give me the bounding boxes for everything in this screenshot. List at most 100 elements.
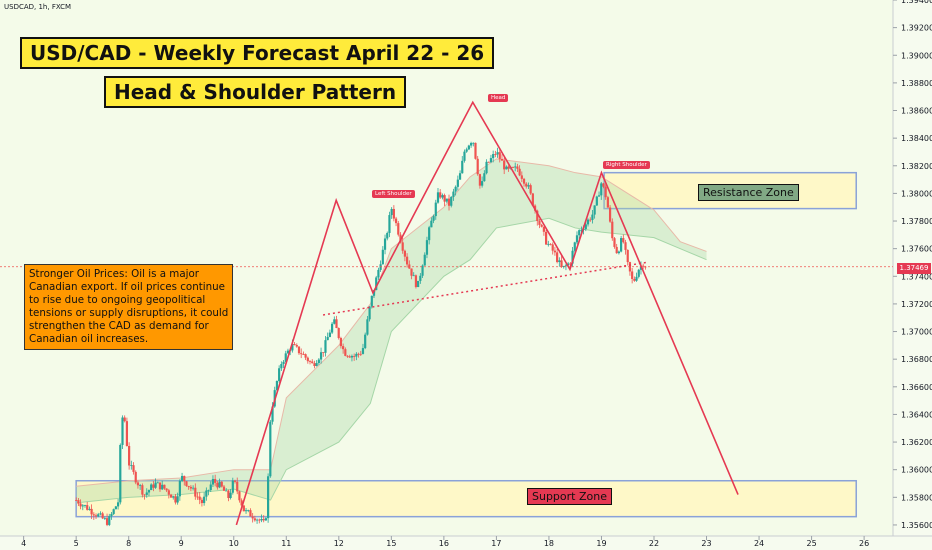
- candle-body: [397, 223, 400, 235]
- candle-body: [158, 482, 162, 490]
- candle-body: [295, 344, 298, 347]
- candle-body: [390, 208, 393, 216]
- candle-body: [116, 502, 120, 507]
- candle-body: [306, 357, 309, 362]
- candle-body: [494, 154, 497, 155]
- y-tick-label: 1.35600: [901, 521, 932, 530]
- candle-body: [242, 505, 245, 512]
- candle-body: [452, 191, 455, 197]
- candle-body: [569, 263, 572, 265]
- candle-body: [262, 519, 265, 521]
- candle-body: [562, 265, 565, 267]
- candle-body: [236, 481, 239, 492]
- candle-body: [463, 151, 466, 161]
- candle-body: [198, 496, 201, 500]
- candle-body: [538, 221, 541, 225]
- candle-body: [481, 181, 484, 186]
- candle-body: [414, 275, 418, 288]
- candle-body: [498, 152, 501, 159]
- candle-body: [547, 243, 550, 245]
- candle-body: [79, 503, 82, 507]
- oil-note: Stronger Oil Prices: Oil is a major Cana…: [24, 264, 233, 350]
- candle-body: [302, 354, 305, 355]
- candle-body: [436, 192, 440, 203]
- candle-body: [282, 361, 285, 365]
- y-tick-label: 1.38600: [901, 107, 932, 116]
- candle-body: [474, 142, 477, 159]
- candle-body: [529, 185, 532, 194]
- candle-body: [622, 238, 625, 243]
- y-tick-label: 1.38000: [901, 189, 932, 198]
- candle-body: [214, 478, 217, 483]
- candle-body: [244, 510, 248, 512]
- candle-body: [319, 352, 323, 360]
- candle-body: [417, 280, 420, 288]
- candle-body: [128, 445, 131, 466]
- candle-body: [366, 319, 369, 335]
- x-tick-label: 11: [281, 539, 291, 548]
- candle-body: [611, 221, 614, 239]
- candle-body: [105, 518, 109, 525]
- candle-body: [152, 484, 155, 488]
- pattern-line: [235, 100, 739, 526]
- candle-body: [187, 485, 190, 487]
- symbol-label: USDCAD, 1h, FXCM: [4, 3, 72, 11]
- candle-body: [617, 251, 621, 254]
- resistance-zone-label: Resistance Zone: [698, 184, 799, 201]
- candle-body: [185, 481, 188, 486]
- candle-body: [476, 158, 479, 175]
- candle-body: [642, 265, 645, 267]
- candle-body: [586, 219, 590, 225]
- candle-body: [121, 417, 124, 445]
- candle-body: [75, 500, 78, 501]
- candle-body: [209, 484, 212, 491]
- candle-body: [467, 145, 470, 150]
- candle-body: [130, 465, 133, 467]
- chart-subtitle: Head & Shoulder Pattern: [104, 76, 407, 108]
- candle-body: [163, 484, 166, 489]
- candle-body: [249, 510, 252, 517]
- candle-body: [372, 290, 376, 296]
- candle-body: [81, 505, 84, 507]
- candle-body: [172, 496, 175, 498]
- candle-body: [183, 475, 186, 482]
- candle-body: [551, 244, 554, 251]
- x-tick-label: 19: [596, 539, 606, 548]
- candle-body: [86, 505, 89, 510]
- candle-body: [119, 444, 122, 503]
- candle-body: [591, 214, 594, 220]
- candle-body: [637, 269, 640, 277]
- candle-body: [203, 496, 206, 504]
- candle-body: [150, 484, 153, 491]
- candle-body: [346, 355, 349, 357]
- candle-body: [540, 224, 543, 227]
- candle-body: [441, 195, 444, 198]
- label-head: Head: [488, 94, 509, 102]
- y-tick-label: 1.36200: [901, 438, 932, 447]
- candle-body: [370, 295, 373, 307]
- candle-body: [251, 516, 254, 519]
- candle-body: [141, 485, 144, 495]
- candle-body: [200, 499, 204, 504]
- candle-body: [247, 510, 250, 511]
- current-price-tag: 1.37469: [897, 263, 931, 274]
- candle-body: [110, 513, 113, 517]
- candle-body: [571, 250, 574, 264]
- x-tick-label: 10: [229, 539, 239, 548]
- y-tick-label: 1.36600: [901, 383, 932, 392]
- candle-body: [602, 183, 605, 187]
- candle-body: [342, 346, 345, 350]
- candle-body: [216, 482, 219, 488]
- candle-body: [485, 161, 488, 174]
- candle-body: [180, 475, 184, 481]
- candle-body: [169, 494, 173, 498]
- candle-body: [357, 353, 360, 355]
- candle-body: [589, 219, 592, 221]
- candle-body: [430, 220, 433, 228]
- candle-body: [207, 490, 210, 491]
- candle-body: [344, 349, 347, 356]
- candle-body: [178, 480, 181, 497]
- candle-body: [280, 364, 283, 369]
- candle-body: [145, 492, 148, 495]
